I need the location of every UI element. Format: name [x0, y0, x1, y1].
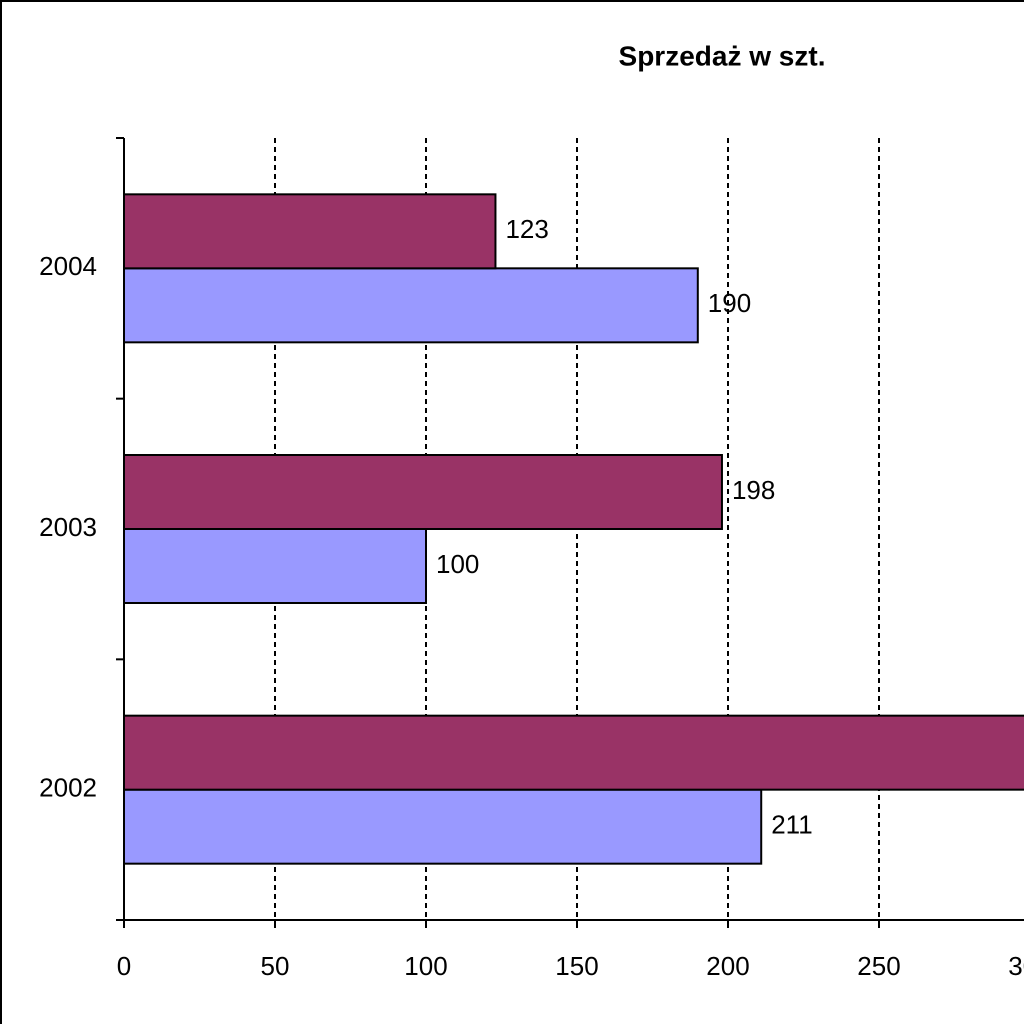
- x-tick-label: 0: [117, 951, 131, 981]
- x-tick-label: 250: [857, 951, 900, 981]
- chart-title: Sprzedaż w szt.: [619, 40, 826, 71]
- x-tick-label: 150: [555, 951, 598, 981]
- bar: [123, 267, 699, 344]
- bar: [123, 193, 497, 270]
- bar: [123, 454, 723, 530]
- x-tick-label: 50: [261, 951, 290, 981]
- value-label: 198: [732, 475, 775, 505]
- bar: [123, 714, 1024, 791]
- value-label: 190: [708, 288, 751, 318]
- x-tick-label: 200: [706, 951, 749, 981]
- value-label: 211: [771, 810, 812, 840]
- x-tick-label: 300: [1008, 951, 1024, 981]
- y-tick-label: 2002: [39, 773, 97, 803]
- x-tick-label: 100: [404, 951, 447, 981]
- value-label: 123: [505, 214, 548, 244]
- y-tick-label: 2004: [39, 251, 97, 281]
- bar: [123, 528, 427, 604]
- value-label: 100: [436, 549, 479, 579]
- y-tick-label: 2003: [39, 512, 97, 542]
- bar: [123, 788, 763, 865]
